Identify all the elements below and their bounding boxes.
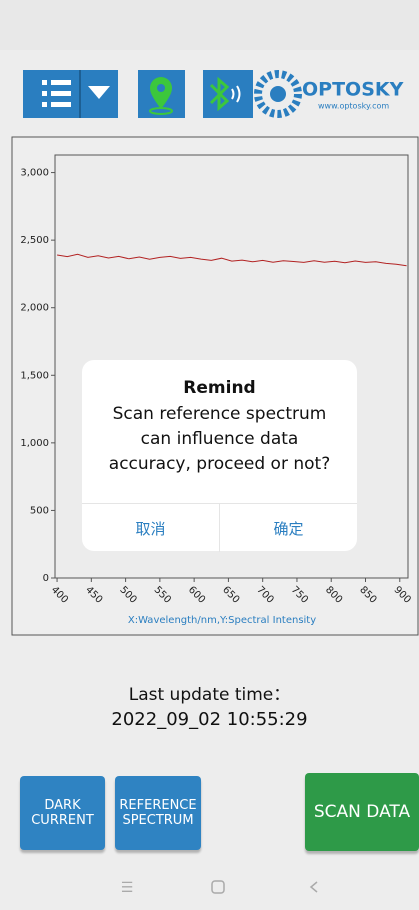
svg-text:☰: ☰ [121,880,134,896]
scan-data-button[interactable]: SCAN DATA [305,773,419,851]
update-time: 2022_09_02 10:55:29 [111,709,308,730]
bluetooth-button[interactable] [203,70,253,118]
confirm-button[interactable]: 确定 [273,519,304,538]
dark-current-button[interactable]: DARK CURRENT [20,776,105,850]
message-line: can influence data [140,429,299,449]
status-bar [0,0,419,50]
dialog-actions: 取消 确定 [82,503,357,552]
cancel-button[interactable]: 取消 [82,504,220,552]
axis-label: X:Wavelength/nm,Y:Spectral Intensity [128,615,316,626]
nav-bar: ☰ [121,880,318,896]
y-tick-label: 500 [30,505,49,516]
spectrum-line [57,253,407,267]
y-tick-label: 0 [43,573,49,584]
y-tick-label: 1,500 [20,370,49,381]
dialog-title: Remind [183,378,256,398]
message-line: accuracy, proceed or not? [108,454,331,474]
reference-spectrum-button[interactable]: REFERENCE SPECTRUM [115,776,201,850]
logo-name: OPTOSKY [302,79,404,101]
y-tick-label: 2,500 [20,235,49,246]
dialog-message: Scan reference spectrum can influence da… [82,402,357,477]
y-tick-label: 3,000 [20,168,49,179]
remind-dialog: Remind Scan reference spectrum can influ… [82,360,357,552]
y-tick-label: 1,000 [20,438,49,449]
update-label: Last update time： [128,685,291,705]
y-tick-label: 2,000 [20,303,49,314]
location-button[interactable] [138,70,185,118]
logo-url: www.optosky.com [318,102,389,111]
logo-icon [254,70,302,118]
message-line: Scan reference spectrum [112,404,327,424]
menu-button[interactable] [23,70,118,118]
